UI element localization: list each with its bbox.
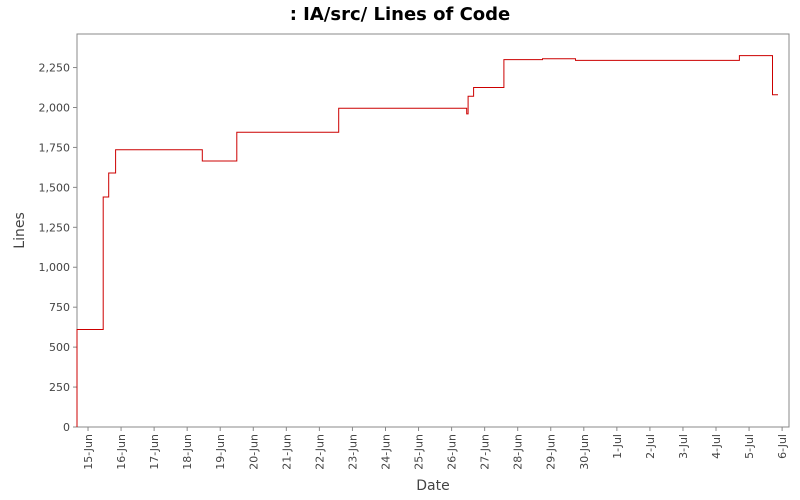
x-tick-label: 15-Jun bbox=[82, 434, 95, 470]
y-tick-label: 750 bbox=[49, 301, 70, 314]
y-tick-label: 1,500 bbox=[39, 181, 71, 194]
x-tick-label: 4-Jul bbox=[710, 434, 723, 459]
y-tick-label: 1,000 bbox=[39, 261, 71, 274]
y-tick-label: 1,250 bbox=[39, 221, 71, 234]
x-tick-label: 30-Jun bbox=[578, 434, 591, 470]
x-tick-label: 28-Jun bbox=[512, 434, 525, 470]
x-tick-label: 5-Jul bbox=[743, 434, 756, 459]
y-tick-label: 1,750 bbox=[39, 141, 71, 154]
chart-title: : IA/src/ Lines of Code bbox=[290, 4, 511, 25]
plot-area bbox=[76, 33, 790, 428]
x-tick-label: 16-Jun bbox=[115, 434, 128, 470]
x-tick-label: 26-Jun bbox=[446, 434, 459, 470]
x-tick-label: 21-Jun bbox=[280, 434, 293, 470]
y-tick-label: 250 bbox=[49, 381, 70, 394]
x-tick-label: 6-Jul bbox=[776, 434, 789, 459]
x-tick-label: 17-Jun bbox=[148, 434, 161, 470]
x-tick-label: 18-Jun bbox=[181, 434, 194, 470]
y-tick-label: 2,000 bbox=[39, 101, 71, 114]
y-axis-label: Lines bbox=[12, 212, 28, 248]
x-tick-label: 25-Jun bbox=[413, 434, 426, 470]
y-axis: 0 250 500 750 1,000 1,250 1,500 1,750 2,000 2,250 bbox=[39, 62, 77, 434]
x-tick-label: 27-Jun bbox=[479, 434, 492, 470]
series-line bbox=[76, 55, 778, 427]
y-tick-label: 500 bbox=[49, 341, 70, 354]
x-tick-label: 22-Jun bbox=[313, 434, 326, 470]
y-tick-label: 2,250 bbox=[39, 62, 71, 75]
x-tick-label: 29-Jun bbox=[545, 434, 558, 470]
x-tick-label: 19-Jun bbox=[214, 434, 227, 470]
y-tick-label: 0 bbox=[63, 421, 70, 434]
x-tick-label: 23-Jun bbox=[346, 434, 359, 470]
x-tick-label: 2-Jul bbox=[644, 434, 657, 459]
x-axis-label: Date bbox=[416, 478, 449, 494]
x-tick-label: 1-Jul bbox=[611, 434, 624, 459]
x-tick-label: 20-Jun bbox=[247, 434, 260, 470]
x-axis: 15-Jun 16-Jun 17-Jun 18-Jun 19-Jun 20-Jun 21-J… bbox=[82, 427, 789, 470]
x-tick-label: 3-Jul bbox=[677, 434, 690, 459]
x-tick-label: 24-Jun bbox=[379, 434, 392, 470]
